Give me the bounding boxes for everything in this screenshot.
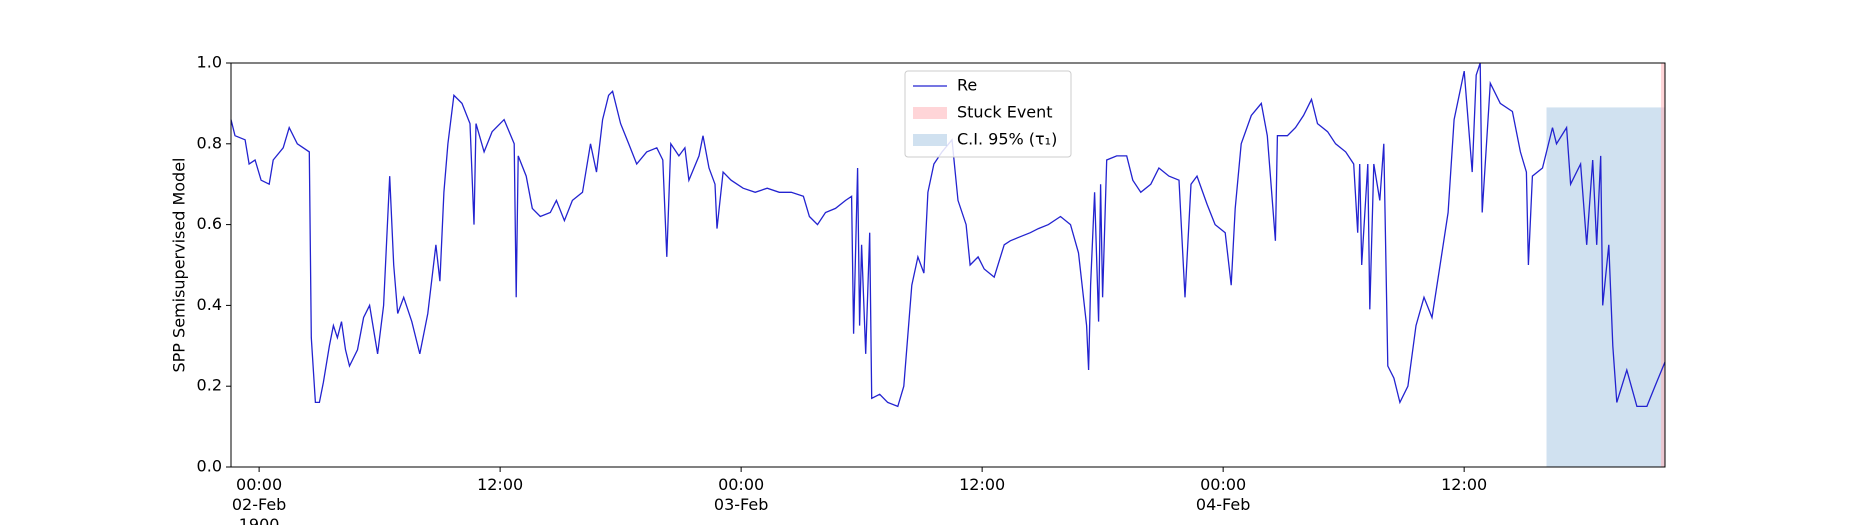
span xyxy=(1660,63,1665,467)
x-tick-label: 00:00 03-Feb xyxy=(713,475,769,514)
legend-label: Stuck Event xyxy=(957,103,1053,122)
y-tick-label: 0.4 xyxy=(197,295,222,314)
x-tick-label: 00:00 02-Feb 1900 xyxy=(231,475,287,525)
y-tick-label: 0.8 xyxy=(197,133,222,152)
x-tick-label: 00:00 04-Feb xyxy=(1195,475,1251,514)
x-tick-label: 12:00 xyxy=(1441,475,1488,494)
legend-swatch xyxy=(913,134,947,146)
legend-swatch xyxy=(913,107,947,119)
y-tick-label: 0.2 xyxy=(197,376,222,395)
line-series xyxy=(230,62,1666,408)
y-tick-label: 1.0 xyxy=(197,53,222,72)
y-tick-label: 0.6 xyxy=(197,214,222,233)
y-tick-label: 0.0 xyxy=(197,457,222,476)
x-tick-label: 12:00 xyxy=(477,475,524,494)
legend: Re Stuck Event C.I. 95% (τ₁) xyxy=(904,70,1072,158)
plot-frame xyxy=(230,62,1666,468)
legend-label: Re xyxy=(957,76,977,95)
span xyxy=(1546,107,1665,467)
x-tick-label: 12:00 xyxy=(959,475,1006,494)
legend-label: C.I. 95% (τ₁) xyxy=(957,130,1057,149)
y-axis-label: SPP Semisupervised Model xyxy=(170,158,189,373)
